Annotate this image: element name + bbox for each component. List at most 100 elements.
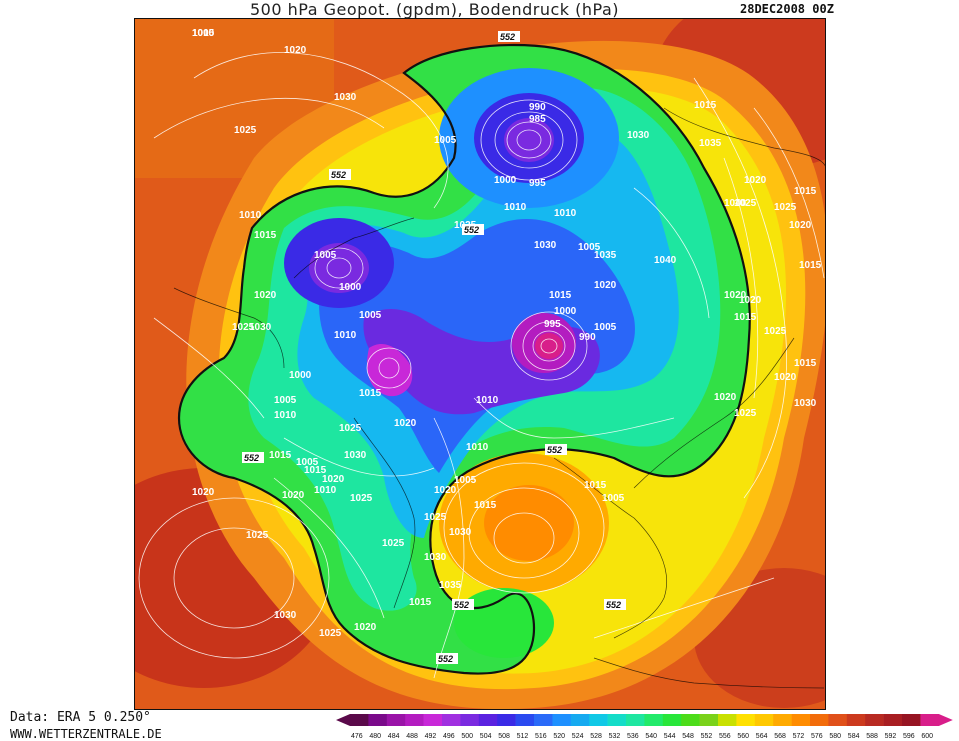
pressure-label: 1015	[584, 480, 607, 491]
pressure-label: 1010	[504, 202, 527, 213]
colorbar-swatch	[460, 714, 480, 726]
isobar	[378, 357, 400, 379]
colorbar-tick-label: 532	[609, 733, 621, 740]
coastline	[353, 417, 416, 609]
colorbar-tick-label: 544	[664, 733, 676, 740]
pressure-label: 1020	[192, 487, 215, 498]
colorbar-tick-label: 548	[682, 733, 694, 740]
colorbar-swatch	[773, 714, 792, 726]
geopotential-label: 552	[331, 170, 346, 180]
pressure-label: 1005	[274, 395, 297, 406]
pressure-label: 1010	[274, 410, 297, 421]
colorbar-tick-label: 592	[885, 733, 897, 740]
isobar	[443, 462, 605, 594]
colorbar-tick-label: 500	[461, 733, 473, 740]
colorbar-tick-label: 552	[701, 733, 713, 740]
pressure-label: 1025	[734, 408, 757, 419]
pressure-label: 1025	[382, 538, 405, 549]
isobar	[433, 417, 465, 679]
colorbar-tick-label: 564	[756, 733, 768, 740]
pressure-label: 1010	[314, 485, 337, 496]
map-frame	[134, 18, 826, 710]
geopotential-label-bg	[498, 31, 520, 42]
colorbar-tick-label: 596	[903, 733, 915, 740]
pressure-label: 990	[529, 102, 546, 113]
pressure-label: 1005	[602, 493, 625, 504]
pressure-label: 1010	[466, 442, 489, 453]
pressure-label: 1000	[339, 282, 362, 293]
coastline	[663, 107, 826, 169]
colorbar-swatch	[515, 714, 535, 726]
isobar	[173, 527, 295, 629]
isobar	[283, 437, 435, 477]
colorbar-swatch	[810, 714, 829, 726]
isobar	[273, 477, 385, 619]
pressure-label: 1035	[699, 138, 722, 149]
pressure-label: 1010	[554, 208, 577, 219]
pressure-label: 990	[579, 332, 596, 343]
colorbar-labels: 476 480 484 488 492 496 500 504 508 512 516 520 524 5…	[351, 733, 933, 740]
pressure-label: 1020	[789, 220, 812, 231]
pressure-label: 1005	[454, 475, 477, 486]
coastline	[173, 287, 285, 369]
colorbar-swatch	[497, 714, 516, 726]
pressure-label: 1035	[439, 580, 462, 591]
colorbar-tick-label: 536	[627, 733, 639, 740]
geopotential-label: 552	[500, 32, 515, 42]
colorbar-swatch	[736, 714, 756, 726]
pressure-label: 1040	[724, 198, 747, 209]
field-high-atlantic-inner	[484, 485, 574, 561]
pressure-label: 1025	[232, 322, 255, 333]
isobar	[506, 121, 552, 159]
contour-552	[177, 43, 751, 675]
weather-map: 1015102010251030100599098599510001010103…	[134, 18, 826, 710]
colorbar-swatch	[865, 714, 884, 726]
colorbar-tick-label: 496	[443, 733, 455, 740]
coastlines	[173, 107, 826, 689]
pressure-label: 1030	[534, 240, 557, 251]
geopotential-label: 552	[547, 445, 562, 455]
pressure-label: 1015	[254, 230, 277, 241]
colorbar-tick-label: 540	[645, 733, 657, 740]
pressure-labels: 1015102010251030100599098599510001010103…	[192, 28, 822, 639]
pressure-label: 1015	[794, 358, 817, 369]
colorbar-tick-label: 480	[369, 733, 381, 740]
geopotential-label-bg	[242, 452, 264, 463]
geopotential-label-bg	[462, 224, 484, 235]
pressure-label: 1020	[714, 392, 737, 403]
field-magenta-core	[366, 343, 413, 397]
website-credit[interactable]: WWW.WETTERZENTRALE.DE	[10, 727, 162, 741]
pressure-label: 1010	[239, 210, 262, 221]
geopotential-label-bg	[329, 169, 351, 180]
pressure-label: 1035	[594, 250, 617, 261]
colorbar-swatch	[626, 714, 645, 726]
isobar	[723, 157, 759, 399]
pressure-label: 995	[529, 178, 546, 189]
pressure-label: 1005	[314, 250, 337, 261]
colorbar-swatch	[534, 714, 553, 726]
colorbar-swatch	[828, 714, 848, 726]
pressure-label: 1030	[249, 322, 272, 333]
colorbar-swatch	[718, 714, 737, 726]
pressure-label: 1020	[354, 622, 377, 633]
isobar	[522, 321, 576, 371]
isobar	[493, 512, 555, 564]
colorbar-swatch	[350, 714, 369, 726]
colorbar-tick-label: 576	[811, 733, 823, 740]
geopotential-labels: 552 552 552 552 552 552 552 552	[242, 31, 626, 664]
colorbar-tick-label: 556	[719, 733, 731, 740]
colorbar-tick-label: 512	[517, 733, 529, 740]
pressure-label: 1020	[282, 490, 305, 501]
colorbar-swatch	[386, 714, 406, 726]
isobar	[494, 111, 564, 169]
pressure-label: 1030	[449, 527, 472, 538]
isobar	[516, 129, 542, 151]
pressure-label: 1020	[254, 290, 277, 301]
isobar	[193, 52, 449, 209]
pressure-label: 1025	[424, 512, 447, 523]
colorbar-tick-label: 504	[480, 733, 492, 740]
pressure-label: 1040	[654, 255, 677, 266]
colorbar-swatch	[754, 714, 774, 726]
isobar	[366, 347, 412, 389]
isobar	[326, 257, 352, 279]
